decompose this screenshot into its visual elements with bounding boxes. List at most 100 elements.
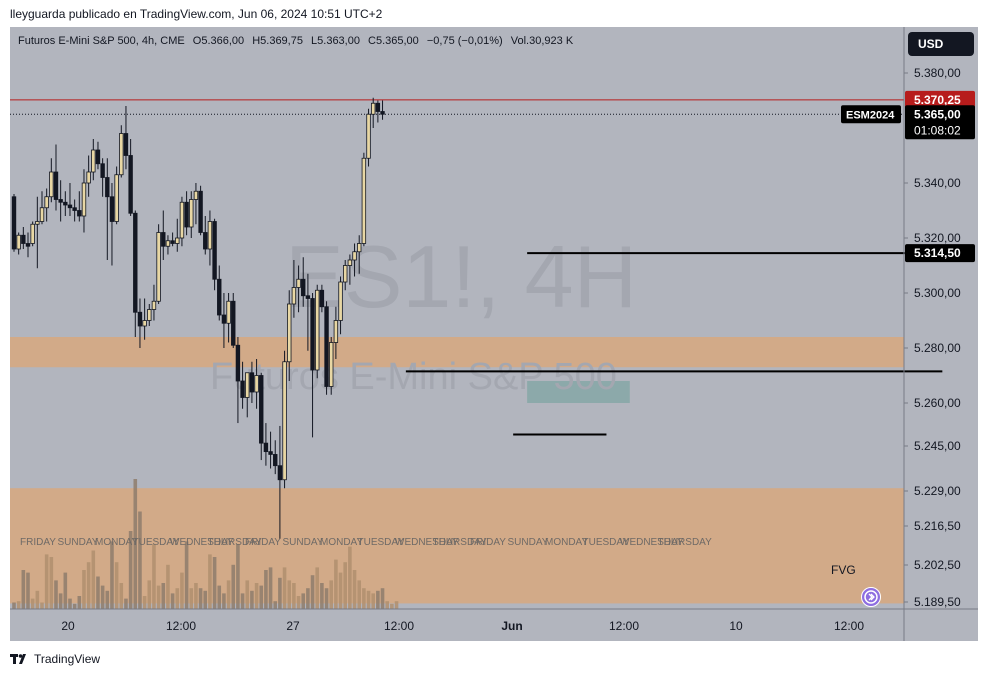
x-tick-label: 10 [729,619,743,633]
volume-bar [301,593,306,609]
candle-body [58,199,63,203]
price-tag-bg-0 [905,90,975,109]
candle [273,440,278,475]
volume-bar [343,562,348,609]
y-tick-label: 5.260,00 [914,396,961,410]
volume-bar [114,562,119,609]
day-label: WEDNESDAY [620,537,684,548]
volume-bar [124,598,128,609]
candle [21,227,26,249]
candle-body [147,309,152,321]
volume-bar [82,570,86,609]
replay-icon[interactable] [861,587,881,607]
candle-body [39,207,45,222]
open-value: O5.366,00 [192,35,245,47]
candle-body [296,278,301,288]
candle [366,108,371,167]
candle [240,361,245,409]
volume-value: Vol.30,923 K [510,35,574,47]
candle [137,298,143,348]
candle-body [105,177,110,198]
candle [63,191,68,216]
candle-body [249,372,255,393]
zone-1 [10,488,904,604]
candle-body [273,454,278,467]
volume-bar [44,554,49,609]
volume-bar [264,570,268,609]
volume-bar [236,544,240,609]
zones-layer [10,337,904,604]
candle-body [95,149,101,165]
day-label: THURSDAY [208,537,263,548]
candle-body [184,201,189,228]
price-chart[interactable]: ES1!, 4H Futuros E-Mini S&P 500 FRIDAY SU… [10,27,978,641]
candle-body [161,232,166,247]
candle-body [25,243,31,247]
y-tick-label: 5.340,00 [914,176,961,190]
candle-body [133,212,138,313]
candle [287,290,292,381]
candle [184,191,189,236]
y-tick-label: 5.202,50 [914,558,961,572]
day-label: SUNDAY [508,537,549,548]
candle-body [282,361,287,481]
candle [259,372,264,461]
candle-body [81,182,87,217]
candle [245,372,250,418]
publish-caption: lleyguarda publicado en TradingView.com,… [10,7,383,21]
candle [161,210,166,260]
candle-body [226,300,231,324]
candle [109,183,115,266]
volume-bar [161,583,166,609]
candle-body [142,320,147,327]
candle-body [212,221,217,280]
candle [324,301,329,395]
day-label: THURSDAY [433,537,488,548]
symbol-tag-bg [841,105,901,124]
x-tick-label: 12:00 [834,619,864,633]
candle-body [203,232,208,250]
candle [114,166,119,225]
instrument-name: Futuros E-Mini S&P 500, 4h, CME [18,35,185,47]
candle [11,194,17,252]
candle [198,185,203,236]
candle-body [245,372,250,398]
candle-body [352,251,357,261]
candle-body [193,190,199,200]
volume-bar [376,590,380,609]
volume-bar [91,550,96,609]
candle [207,210,213,266]
candle [291,260,297,318]
volume-bar [362,588,366,609]
candle [352,243,357,277]
candle [333,306,339,359]
candle [217,265,222,321]
candle-body [380,111,385,115]
candle-body [86,171,91,184]
candle-body [235,344,241,382]
candle [35,196,40,269]
price-tag-label-0: 5.370,25 [914,93,961,107]
candle [77,191,82,222]
volume-bar [394,601,399,609]
volume-bar [40,602,44,609]
chart-frame[interactable]: ES1!, 4H Futuros E-Mini S&P 500 FRIDAY SU… [10,27,978,641]
zone-2 [527,381,630,403]
volume-bar [296,596,301,609]
axes-layer: 5.380,00 5.340,00 5.320,00 5.300,00 5.280,00… [10,27,978,641]
candle-body [221,314,227,324]
candle-body [165,240,171,247]
currency-button[interactable]: USD [908,32,974,56]
candle-body [21,234,26,244]
day-label: WEDNESDAY [170,537,234,548]
volume-bar [348,546,352,609]
candle [67,183,73,216]
x-tick-label: 12:00 [166,619,196,633]
candle [156,224,161,304]
candle [343,260,348,291]
candle-body [361,157,367,244]
volume-bar [30,598,35,609]
y-tick-label: 5.300,00 [914,286,961,300]
candle-body [207,221,213,250]
candle [81,169,87,233]
